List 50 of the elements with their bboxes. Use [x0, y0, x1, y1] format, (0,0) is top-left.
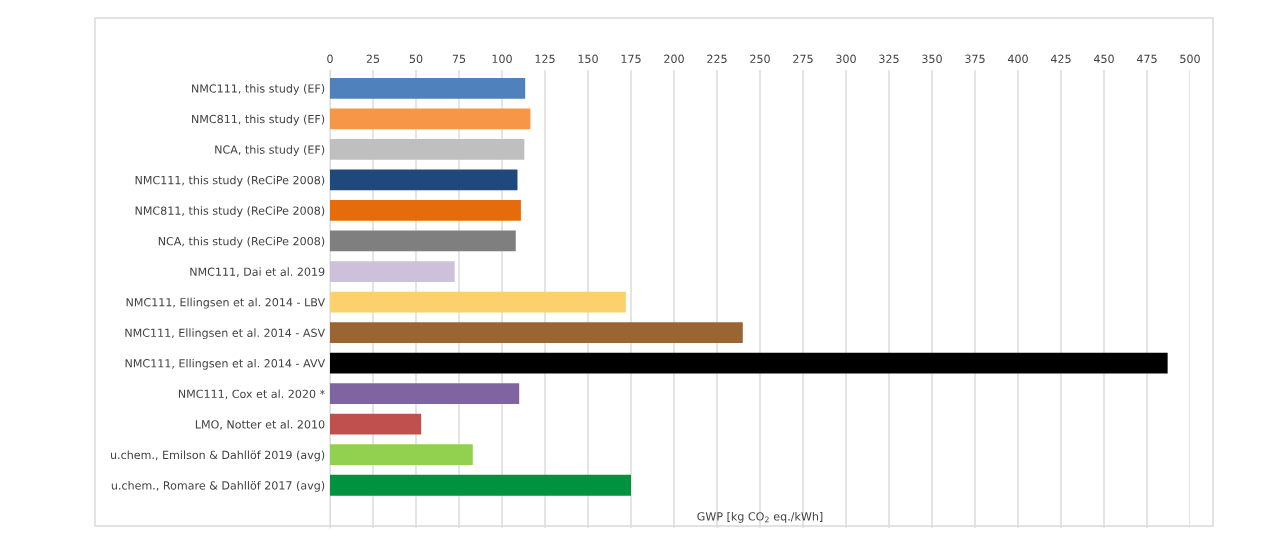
- bar: [330, 200, 521, 221]
- bar: [330, 383, 520, 405]
- y-tick-label: NCA, this study (EF): [215, 145, 325, 156]
- bar: [330, 139, 525, 160]
- bar: [330, 474, 631, 496]
- bar: [330, 291, 626, 313]
- x-tick-label: 50: [409, 54, 423, 63]
- y-tick-label: NMC811, this study (EF): [192, 114, 325, 126]
- x-tick-label: 75: [452, 54, 466, 63]
- x-tick-label: 350: [922, 54, 942, 63]
- y-tick-label: NMC111, Ellingsen et al. 2014 - ASV: [125, 328, 326, 340]
- y-tick-label: LMO, Notter et al. 2010: [195, 419, 325, 430]
- x-tick-label: 25: [366, 54, 380, 63]
- x-tick-label: 475: [1136, 54, 1157, 63]
- x-axis-title: GWP [kg CO$_{2}$ eq./kWh]: [697, 511, 823, 523]
- bar: [330, 444, 473, 466]
- bar: [330, 169, 518, 191]
- x-tick-label: 450: [1093, 54, 1114, 63]
- y-tick-label: NCA, this study (ReCiPe 2008): [158, 236, 325, 248]
- x-tick-label: 425: [1050, 54, 1071, 63]
- x-tick-label: 125: [535, 54, 555, 63]
- x-tick-label: 275: [793, 54, 813, 63]
- x-tick-label: 375: [965, 54, 985, 63]
- bar: [330, 77, 526, 99]
- x-tick-label: 400: [1007, 54, 1028, 63]
- x-tick-label: 300: [836, 54, 856, 63]
- y-tick-label: NMC111, this study (ReCiPe 2008): [135, 175, 325, 187]
- y-tick-label: NMC811, this study (ReCiPe 2008): [135, 206, 325, 217]
- y-tick-label: NMC111, Ellingsen et al. 2014 - LBV: [126, 297, 326, 309]
- x-tick-label: 500: [1180, 54, 1200, 63]
- x-tick-label: 325: [879, 54, 899, 63]
- bar: [330, 352, 1168, 374]
- y-tick-label: NMC111, Ellingsen et al. 2014 - AVV: [125, 358, 326, 370]
- bar: [330, 261, 455, 282]
- y-tick-label: NMC111, Cox et al. 2020 *: [178, 389, 325, 400]
- bar: [330, 230, 516, 252]
- bar: [330, 322, 743, 343]
- x-tick-label: 175: [621, 54, 641, 63]
- x-tick-label: 200: [664, 54, 684, 63]
- x-tick-label: 0: [327, 54, 333, 63]
- y-tick-label: NMC111, this study (EF): [192, 84, 325, 95]
- y-tick-label: u.chem., Romare & Dahllöf 2017 (avg): [111, 481, 325, 492]
- x-tick-label: 225: [707, 54, 727, 63]
- y-tick-label: u.chem., Emilson & Dahllöf 2019 (avg): [110, 450, 325, 462]
- x-tick-label: 100: [492, 54, 512, 63]
- x-tick-label: 250: [750, 54, 770, 63]
- bar: [330, 108, 531, 130]
- bar: [330, 413, 422, 435]
- y-tick-label: NMC111, Dai et al. 2019: [190, 267, 325, 278]
- x-tick-label: 150: [578, 54, 598, 63]
